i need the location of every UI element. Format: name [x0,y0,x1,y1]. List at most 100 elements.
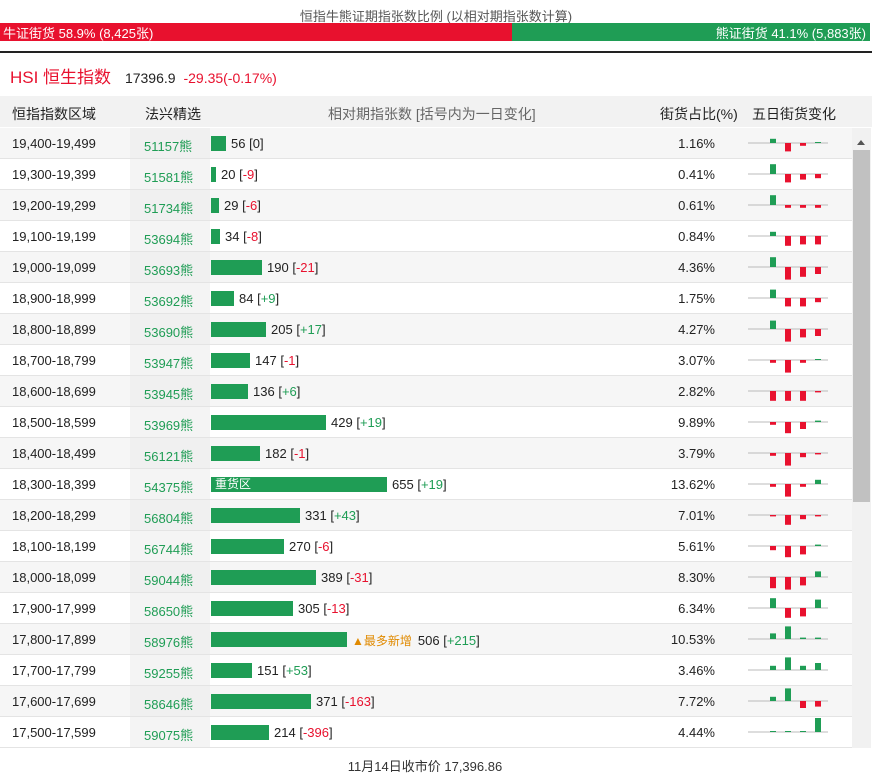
sparkline-bar [800,577,806,586]
row-pick-cell: 53690熊 [130,314,210,344]
row-warrant-code-link[interactable]: 53693熊 [144,263,194,278]
bear-ratio-segment: 熊证街货 41.1% (5,883张) [512,23,870,41]
sparkline-bar [770,257,776,267]
row-warrant-code-link[interactable]: 53690熊 [144,325,194,340]
row-range: 17,500-17,599 [12,725,96,740]
row-warrant-code-link[interactable]: 56744熊 [144,542,194,557]
row-warrant-code-link[interactable]: 58976熊 [144,635,194,650]
scroll-up-arrow-icon[interactable] [857,140,865,145]
table-row: 17,900-17,999 58650熊 305 [-13] 6.34% [0,593,852,624]
sparkline-bar [800,360,806,363]
row-warrant-code-link[interactable]: 59044熊 [144,573,194,588]
sparkline-bar [800,731,806,732]
sparkline-bar [815,329,821,336]
row-share: 0.84% [678,229,715,244]
row-count-bar: 重货区 [211,477,387,492]
ratio-title: 恒指牛熊证期指张数比例 (以相对期指张数计算) [299,9,573,24]
row-count-number: 655 [392,477,414,492]
row-count-value: 655 [+19] [392,477,447,492]
row-warrant-code-link[interactable]: 58646熊 [144,697,194,712]
sparkline-bar [815,453,821,455]
index-price: 17396.9 [124,70,176,86]
row-share: 3.46% [678,663,715,678]
row-count-number: 371 [316,694,338,709]
row-share: 4.27% [678,322,715,337]
sparkline-bar [815,701,821,707]
table-row: 18,100-18,199 56744熊 270 [-6] 5.61% [0,531,852,562]
row-share: 5.61% [678,539,715,554]
row-warrant-code-link[interactable]: 51734熊 [144,201,194,216]
row-warrant-code-link[interactable]: 53947熊 [144,356,194,371]
table-row: 17,700-17,799 59255熊 151 [+53] 3.46% [0,655,852,686]
row-warrant-code-link[interactable]: 53945熊 [144,387,194,402]
row-count-number: 20 [221,167,236,182]
bull-ratio-label: 牛证街货 58.9% (8,425张) [3,25,154,41]
row-range: 18,100-18,199 [12,539,96,554]
row-warrant-code-link[interactable]: 54375熊 [144,480,194,495]
row-count-value: 371 [-163] [316,694,375,709]
sparkline-bar [785,236,791,246]
table-row: 19,200-19,299 51734熊 29 [-6] 0.61% [0,190,852,221]
sparkline-bar [785,484,791,497]
row-range: 18,700-18,799 [12,353,96,368]
index-name: HSI 恒生指数 [10,68,112,87]
row-count-bar [211,291,234,306]
row-warrant-code-link[interactable]: 53969熊 [144,418,194,433]
row-count-bar [211,539,284,554]
row-share: 7.01% [678,508,715,523]
sparkline-bar [770,360,776,363]
row-count-number: 147 [255,353,277,368]
row-share: 13.62% [670,477,715,492]
row-warrant-code-link[interactable]: 53694熊 [144,232,194,247]
scrollbar-thumb[interactable] [853,150,870,502]
sparkline-bar [815,391,821,393]
row-delta: -31 [349,570,369,585]
row-warrant-code-link[interactable]: 53692熊 [144,294,194,309]
sparkline-bar [815,663,821,670]
row-warrant-code-link[interactable]: 56121熊 [144,449,194,464]
row-count-value: 305 [-13] [298,601,350,616]
sparkline-bar [800,422,806,429]
row-count-bar [211,322,266,337]
row-five-day-sparkline [748,289,828,307]
row-pick-cell: 53693熊 [130,252,210,282]
sparkline-bar [800,174,806,180]
row-warrant-code-link[interactable]: 51581熊 [144,170,194,185]
row-range: 17,800-17,899 [12,632,96,647]
row-count-value: 20 [-9] [221,167,258,182]
row-warrant-code-link[interactable]: 58650熊 [144,604,194,619]
row-share: 0.41% [678,167,715,182]
row-range: 17,700-17,799 [12,663,96,678]
sparkline-bar [815,267,821,274]
ladder-table-body: 19,400-19,499 51157熊 56 [0] 1.16% 19,300-19,… [0,128,852,748]
table-row: 18,400-18,499 56121熊 182 [-1] 3.79% [0,438,852,469]
index-change: -29.35(-0.17%) [183,70,277,86]
sparkline-bar [815,718,821,732]
table-row: 19,300-19,399 51581熊 20 [-9] 0.41% [0,159,852,190]
row-count-bar [211,601,293,616]
sparkline-bar [815,142,821,143]
row-count-value: 29 [-6] [224,198,261,213]
row-five-day-sparkline [748,164,828,183]
row-range: 19,100-19,199 [12,229,96,244]
row-count-number: 305 [298,601,320,616]
vertical-scrollbar[interactable] [852,128,871,748]
sparkline-bar [800,546,806,555]
sparkline-bar [785,298,791,307]
sparkline-bar [770,598,776,608]
row-warrant-code-link[interactable]: 59255熊 [144,666,194,681]
row-share: 2.82% [678,384,715,399]
sparkline-bar [785,174,791,183]
sparkline-bar [815,205,821,208]
sparkline-bar [770,696,776,701]
row-warrant-code-link[interactable]: 56804熊 [144,511,194,526]
row-five-day-sparkline [748,452,828,466]
row-warrant-code-link[interactable]: 59075熊 [144,728,194,743]
row-warrant-code-link[interactable]: 51157熊 [144,139,193,154]
sparkline-bar [785,422,791,434]
sparkline-bar [785,546,791,558]
row-count-bar [211,663,252,678]
sparkline-bar [800,267,806,277]
row-pick-cell: 53694熊 [130,221,210,251]
row-count-bar [211,353,250,368]
